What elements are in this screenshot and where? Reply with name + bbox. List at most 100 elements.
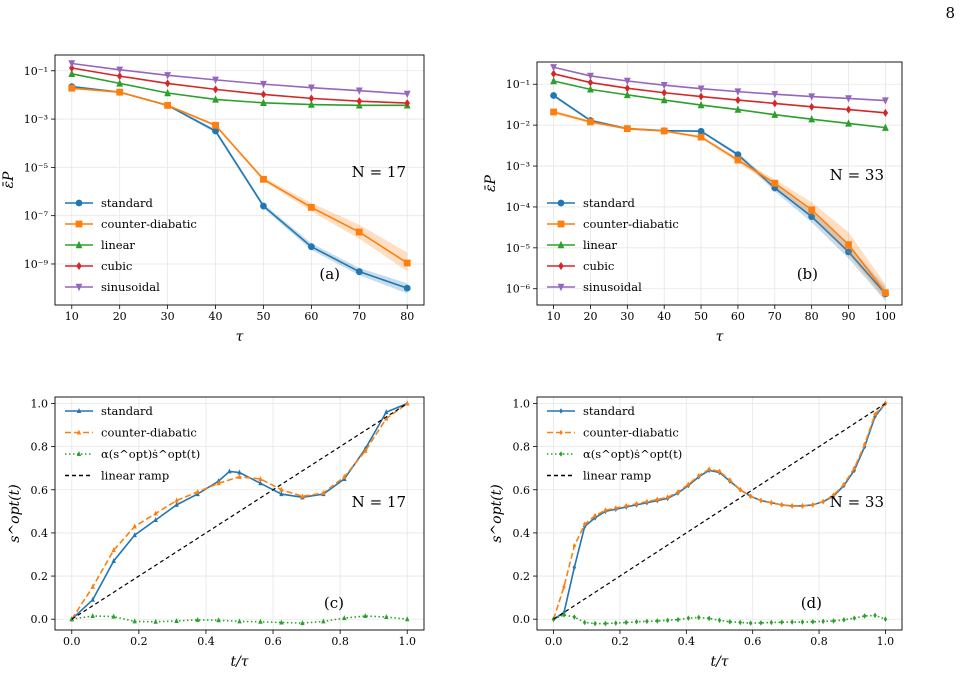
- y-tick-label: 1.0: [31, 397, 49, 410]
- data-point: [195, 616, 200, 622]
- legend-marker: [76, 429, 82, 435]
- y-tick-label: 0.4: [513, 527, 531, 540]
- series-sinusoidal: [68, 60, 411, 99]
- data-point: [697, 100, 705, 109]
- data-point: [808, 213, 816, 221]
- data-point: [660, 81, 668, 90]
- data-point: [572, 543, 577, 549]
- legend: standard counter-diabatic α(s^opt)ṡ^opt(t)…: [547, 404, 682, 483]
- legend-marker: [76, 451, 82, 456]
- legend-marker: [557, 240, 565, 249]
- series-counter-diabatic: [551, 400, 888, 623]
- chart-panel-d: 0.0 0.2 0.4 0.6 0.8 1.0 0.0 0.2 0.4 0.6 0.8 1.0 t/τ s…: [489, 396, 903, 670]
- data-point: [405, 616, 410, 622]
- data-point: [759, 497, 763, 504]
- data-point: [811, 619, 815, 625]
- data-point: [772, 99, 778, 108]
- data-point: [403, 90, 411, 99]
- y-axis-label: s^opt(t): [7, 484, 23, 542]
- x-tick-label: 100: [875, 310, 896, 323]
- data-point: [153, 618, 158, 624]
- data-point: [405, 400, 410, 406]
- data-point: [260, 90, 267, 99]
- data-point: [111, 613, 116, 619]
- data-point: [300, 493, 305, 499]
- data-point: [587, 118, 594, 126]
- legend-entry: α(s^opt)ṡ^opt(t): [583, 447, 682, 461]
- y-tick-label: 0.8: [31, 441, 49, 454]
- data-point: [771, 179, 779, 187]
- data-point: [164, 88, 172, 97]
- series-counter-diabatic: [550, 108, 889, 300]
- y-tick-label: 10⁻⁹: [24, 258, 49, 271]
- data-point: [237, 473, 242, 479]
- data-point: [623, 90, 631, 99]
- series-linear: [550, 76, 889, 131]
- axes-frame: [54, 54, 425, 306]
- x-tick-label: 20: [113, 310, 127, 323]
- data-point: [384, 415, 389, 421]
- data-point: [623, 77, 631, 86]
- grid: [55, 397, 424, 630]
- data-point: [132, 618, 137, 624]
- data-point: [676, 489, 680, 495]
- data-point: [697, 127, 705, 135]
- data-point: [342, 473, 347, 479]
- data-point: [587, 85, 594, 93]
- x-tick-label: 50: [256, 310, 270, 323]
- legend-entry: cubic: [101, 259, 132, 273]
- data-point: [260, 202, 267, 210]
- panel-label: (b): [797, 265, 818, 283]
- x-tick-label: 30: [620, 310, 634, 323]
- x-tick-label: 50: [694, 310, 708, 323]
- data-point: [728, 619, 732, 625]
- data-point: [769, 619, 774, 626]
- series-counter-diabatic: [68, 84, 411, 272]
- series-line: [71, 67, 408, 104]
- series-linear-ramp: [553, 402, 886, 620]
- n-annotation: N = 33: [830, 493, 884, 511]
- data-point: [111, 557, 116, 563]
- y-tick-label: 1.0: [513, 397, 531, 410]
- data-point: [603, 620, 608, 627]
- x-tick-label: 0.8: [331, 635, 349, 648]
- data-point: [69, 64, 75, 73]
- series-cubic: [69, 64, 410, 108]
- data-point: [842, 617, 846, 623]
- legend-entry: sinusoidal: [101, 280, 160, 294]
- y-tick-label: 0.2: [513, 570, 531, 583]
- data-point: [862, 613, 867, 619]
- series-linear-ramp: [71, 402, 408, 620]
- data-point: [624, 84, 631, 93]
- legend-marker: [76, 262, 82, 270]
- data-point: [748, 620, 753, 626]
- data-point: [68, 84, 76, 92]
- data-point: [634, 500, 639, 507]
- data-point: [195, 488, 200, 494]
- legend-marker: [559, 429, 563, 436]
- y-tick-label: 10⁻³: [506, 160, 530, 173]
- legend-entry: standard: [583, 196, 636, 210]
- y-tick-label: 10⁻¹: [506, 78, 530, 91]
- x-tick-label: 0.4: [678, 635, 696, 648]
- series--s-opt-opt-t-: [69, 612, 410, 626]
- data-point: [808, 114, 816, 123]
- legend-marker: [558, 262, 564, 270]
- x-tick-label: 0.6: [744, 635, 762, 648]
- page-number: 8: [945, 4, 955, 22]
- legend-marker: [559, 451, 563, 457]
- chart-panel-c: 0.0 0.2 0.4 0.6 0.8 1.0 0.0 0.2 0.4 0.6 0.8 1.0 t/τ s…: [7, 396, 425, 670]
- x-tick-label: 10: [547, 310, 561, 323]
- data-point: [562, 612, 566, 618]
- x-tick-label: 0.0: [63, 635, 81, 648]
- legend-entry: counter-diabatic: [101, 426, 197, 440]
- data-point: [697, 614, 701, 621]
- data-point: [808, 206, 816, 214]
- chart-panel-b: 10 20 30 40 50 60 70 80 90 100 10⁻⁶ 10⁻⁵ 10⁻⁴ 10⁻³ 10⁻…: [483, 61, 903, 345]
- data-point: [779, 502, 784, 508]
- data-point: [831, 492, 836, 498]
- data-point: [260, 175, 267, 183]
- data-point: [759, 620, 763, 626]
- data-point: [116, 72, 123, 81]
- data-point: [363, 612, 368, 618]
